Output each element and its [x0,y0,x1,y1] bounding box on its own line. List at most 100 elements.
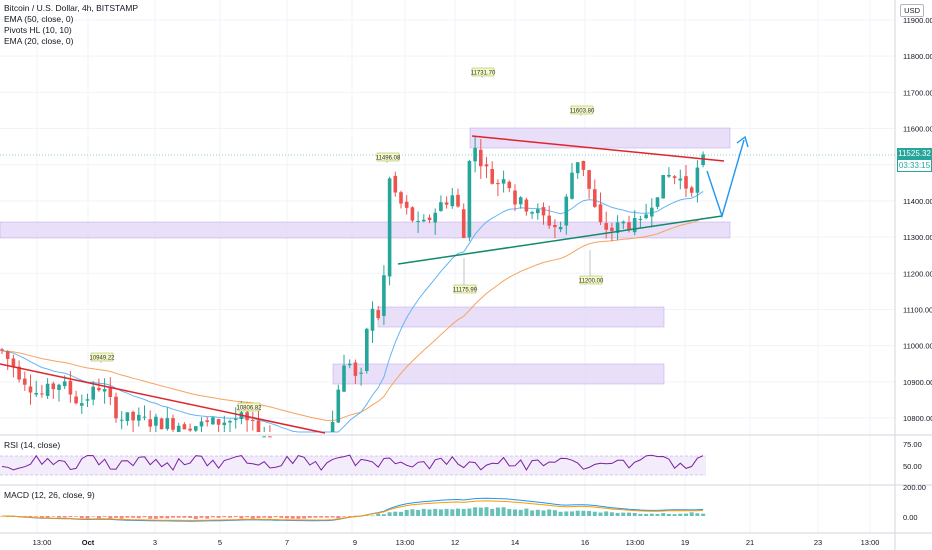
candle[interactable] [518,197,523,205]
candle[interactable] [593,189,597,207]
legend-symbol[interactable]: Bitcoin / U.S. Dollar, 4h, BITSTAMP [4,3,138,13]
candle[interactable] [359,372,363,374]
candle[interactable] [165,418,170,429]
candle[interactable] [444,202,449,205]
legend-pivots[interactable]: Pivots HL (10, 10) [4,25,72,35]
candle[interactable] [182,424,187,430]
candle[interactable] [114,396,118,419]
candle[interactable] [154,416,158,426]
candle[interactable] [171,418,175,430]
candle[interactable] [365,328,369,371]
candle[interactable] [211,417,215,425]
macd-label[interactable]: MACD (12, 26, close, 9) [4,490,95,500]
candle[interactable] [330,422,335,432]
candle[interactable] [399,192,403,204]
candle[interactable] [393,175,398,193]
candle[interactable] [547,215,551,226]
candle[interactable] [530,212,534,214]
candle[interactable] [433,212,437,223]
triangle-resistance-line[interactable] [471,135,725,162]
candle[interactable] [553,225,557,228]
candle[interactable] [450,195,455,207]
candle[interactable] [205,420,209,422]
candle[interactable] [188,428,192,431]
candle[interactable] [404,201,409,208]
candle[interactable] [467,160,472,238]
rsi-pane[interactable] [0,454,706,476]
candle[interactable] [148,419,152,427]
candle[interactable] [655,197,660,207]
candle[interactable] [74,396,78,404]
candle[interactable] [119,419,124,421]
drawn-trendlines[interactable] [0,135,749,434]
candle[interactable] [11,358,16,368]
candle[interactable] [638,218,643,220]
candle[interactable] [57,384,61,390]
candle[interactable] [684,176,688,189]
candle[interactable] [5,351,10,359]
candle[interactable] [479,149,483,167]
triangle-support-line[interactable] [397,215,723,265]
candle[interactable] [507,181,512,189]
candle[interactable] [382,275,386,316]
candle[interactable] [387,178,392,277]
candle[interactable] [644,214,648,219]
candle[interactable] [672,176,677,178]
candle[interactable] [17,366,21,380]
candle[interactable] [23,378,27,385]
candle[interactable] [45,383,50,396]
candle[interactable] [256,420,261,432]
candle[interactable] [536,209,540,214]
candle[interactable] [581,160,586,170]
candle[interactable] [524,199,529,212]
candle[interactable] [62,381,67,387]
candle[interactable] [701,154,705,166]
rsi-label[interactable]: RSI (14, close) [4,440,61,450]
candle[interactable] [347,363,352,366]
candle[interactable] [650,207,654,217]
candle[interactable] [496,183,500,185]
candle[interactable] [461,209,466,238]
candle[interactable] [422,219,426,222]
candle[interactable] [695,167,700,193]
candle[interactable] [28,386,33,393]
candle[interactable] [410,207,415,221]
candle[interactable] [137,414,141,421]
candle[interactable] [216,419,221,425]
candle[interactable] [102,389,107,392]
candle[interactable] [342,365,346,392]
candle[interactable] [484,164,489,167]
candle[interactable] [689,187,694,193]
candle[interactable] [513,190,517,205]
candle[interactable] [142,416,147,418]
candle[interactable] [632,218,637,233]
candle[interactable] [91,386,95,400]
candle[interactable] [615,222,620,233]
candle[interactable] [34,392,38,395]
candles[interactable] [0,135,705,438]
candle[interactable] [427,217,432,221]
candle[interactable] [97,387,101,391]
time-axis[interactable]: 13:00 Oct 3 5 7 9 13:00 12 14 16 13:00 19 21 23 13:00 [33,538,880,547]
descending-trendline[interactable] [0,363,326,434]
candle[interactable] [353,362,358,376]
candle[interactable] [456,194,460,207]
candle[interactable] [40,393,44,395]
candle[interactable] [370,308,375,331]
candle[interactable] [222,422,227,426]
macd-pane[interactable] [0,497,706,522]
legend-ema50[interactable]: EMA (50, close, 0) [4,14,74,24]
candle[interactable] [262,436,266,438]
candle[interactable] [108,386,113,397]
candle[interactable] [376,310,380,319]
candle[interactable] [598,204,603,223]
candle[interactable] [575,162,580,174]
candle[interactable] [610,227,614,232]
candle[interactable] [439,202,443,212]
candle[interactable] [678,178,683,181]
candle[interactable] [558,227,563,230]
candle[interactable] [490,169,494,184]
candle[interactable] [51,383,56,390]
candle[interactable] [131,411,135,421]
candle[interactable] [564,196,569,226]
